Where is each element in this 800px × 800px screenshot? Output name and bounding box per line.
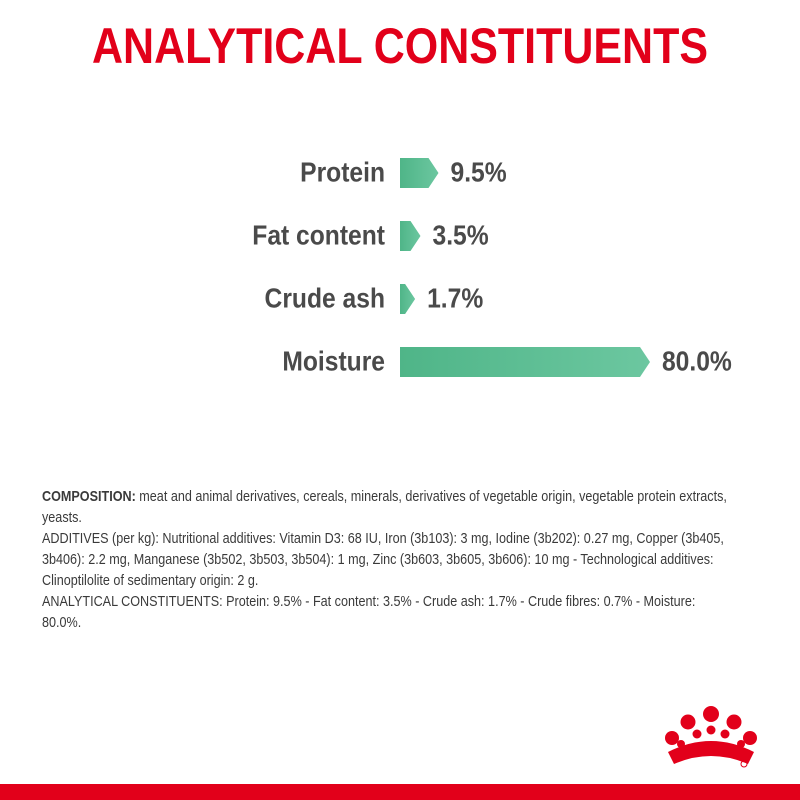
- bar: [400, 221, 421, 251]
- value-label: 80.0%: [662, 345, 732, 377]
- value-label: 1.7%: [427, 282, 483, 314]
- category-label: Crude ash: [265, 282, 385, 314]
- value-label: 9.5%: [451, 156, 507, 188]
- logo: [665, 706, 757, 768]
- composition: COMPOSITION: meat and animal derivatives…: [42, 486, 731, 633]
- composition-label: COMPOSITION:: [42, 488, 136, 505]
- category-label: Moisture: [282, 345, 385, 377]
- chart-title: ANALYTICAL CONSTITUENTS: [92, 18, 708, 74]
- analytical-text: ANALYTICAL CONSTITUENTS: Protein: 9.5% -…: [42, 593, 696, 631]
- bar: [400, 347, 650, 377]
- category-label: Fat content: [252, 219, 385, 251]
- composition-line: COMPOSITION: meat and animal derivatives…: [42, 486, 731, 528]
- bar: [400, 284, 416, 314]
- composition-text: meat and animal derivatives, cereals, mi…: [42, 488, 727, 526]
- category-label: Protein: [300, 156, 385, 188]
- value-label: 3.5%: [433, 219, 489, 251]
- bar: [400, 158, 439, 188]
- footer-band: [0, 784, 800, 800]
- additives: ADDITIVES (per kg): Nutritional additive…: [42, 530, 724, 589]
